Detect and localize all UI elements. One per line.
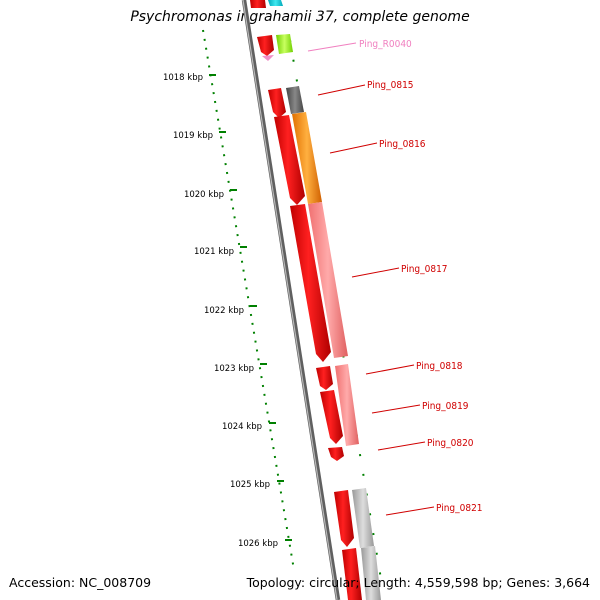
- tick-label: 1022 kbp: [204, 306, 244, 316]
- accession-label: Accession: NC_008709: [9, 575, 152, 590]
- tick-label: 1018 kbp: [163, 73, 203, 83]
- map-title: Psychromonas ingrahamii 37, complete gen…: [130, 9, 470, 25]
- gene-bottom-track[interactable]: [361, 546, 381, 600]
- gene-top-red[interactable]: [250, 0, 266, 8]
- tick-label: 1023 kbp: [214, 364, 254, 374]
- gene-ping-0818-cds[interactable]: [316, 366, 333, 390]
- tick-label: 1020 kbp: [184, 190, 224, 200]
- gene-ping-0815-cds[interactable]: [268, 88, 286, 118]
- gene-labels: Ping_R0040 Ping_0815 Ping_0816 Ping_0817…: [359, 39, 483, 514]
- gene-label-ping-0818[interactable]: Ping_0818: [416, 361, 463, 372]
- genome-stats-label: Topology: circular; Length: 4,559,598 bp…: [246, 575, 590, 590]
- gc-track-left: [202, 29, 295, 571]
- tick-label: 1019 kbp: [173, 131, 213, 141]
- gene-top-cyan[interactable]: [268, 0, 283, 6]
- gene-green[interactable]: [276, 34, 293, 54]
- gene-ping-0818-track[interactable]: [335, 364, 359, 446]
- gene-label-ping-0821[interactable]: Ping_0821: [436, 503, 483, 514]
- genome-backbone: [241, 0, 341, 600]
- tick-label: 1024 kbp: [222, 422, 262, 432]
- scale-ticks: [209, 74, 292, 541]
- leader-lines: [307, 42, 435, 516]
- gene-ping-0815-track[interactable]: [286, 86, 304, 114]
- gene-ping-0821-cds[interactable]: [334, 490, 354, 547]
- gene-ping-0816-cds[interactable]: [274, 115, 305, 205]
- tick-label: 1021 kbp: [194, 247, 234, 257]
- scale-tick-labels: 1018 kbp 1019 kbp 1020 kbp 1021 kbp 1022…: [163, 73, 278, 549]
- gene-ping-0820-cds[interactable]: [328, 447, 344, 461]
- gene-ping-0819-cds[interactable]: [320, 390, 343, 444]
- gene-ping-0816-track[interactable]: [292, 112, 322, 204]
- gene-r0040-rna[interactable]: [262, 55, 274, 61]
- gene-label-ping-0819[interactable]: Ping_0819: [422, 401, 469, 412]
- tick-label: 1026 kbp: [238, 539, 278, 549]
- genome-backbone-highlight: [242, 0, 338, 600]
- tick-label: 1025 kbp: [230, 480, 270, 490]
- gene-label-ping-0815[interactable]: Ping_0815: [367, 80, 414, 91]
- gene-bottom-cds[interactable]: [342, 548, 362, 600]
- gene-ping-0817-cds[interactable]: [290, 204, 331, 362]
- gene-label-ping-0817[interactable]: Ping_0817: [401, 264, 448, 275]
- gene-cds-small[interactable]: [257, 35, 274, 56]
- gene-label-ping-0820[interactable]: Ping_0820: [427, 438, 474, 449]
- gene-ping-0821-track[interactable]: [352, 488, 374, 548]
- gene-ping-0817-track[interactable]: [308, 202, 348, 358]
- gene-label-ping-r0040[interactable]: Ping_R0040: [359, 39, 412, 50]
- gene-label-ping-0816[interactable]: Ping_0816: [379, 139, 426, 150]
